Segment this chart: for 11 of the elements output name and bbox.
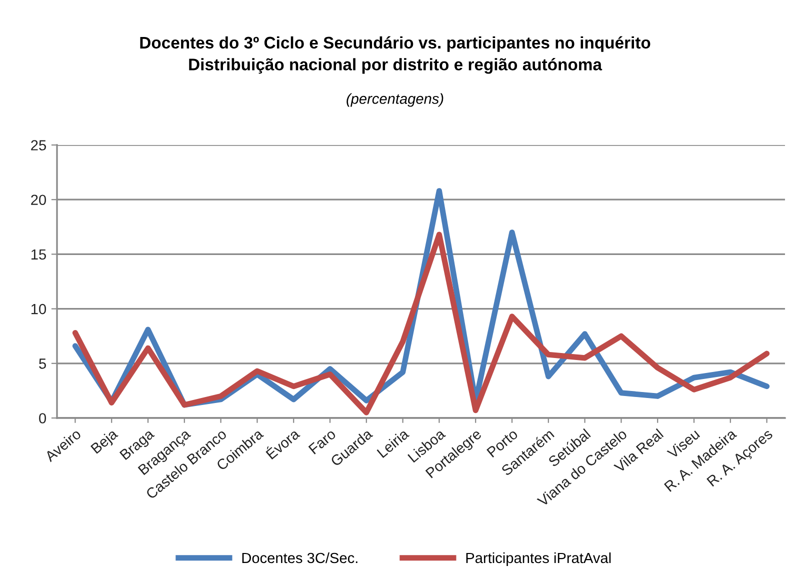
legend-label: Docentes 3C/Sec. (242, 552, 358, 564)
y-tick-label: 15 (31, 249, 46, 260)
y-tick-label: 10 (31, 304, 46, 314)
y-tick-label: 0 (39, 413, 46, 424)
y-tick-label: 20 (31, 194, 46, 206)
y-tick-label: 5 (39, 358, 46, 369)
chart-title: Docentes do 3º Ciclo e Secundário vs. participantes no inquérito Distribuição nacional por distrito e região autónoma (140, 36, 650, 74)
legend-label: Participantes iPratAval (466, 552, 611, 566)
y-tick-label: 25 (31, 140, 46, 150)
x-tick-label: Beja (90, 428, 120, 456)
chart-subtitle: (percentagens) (346, 93, 444, 107)
